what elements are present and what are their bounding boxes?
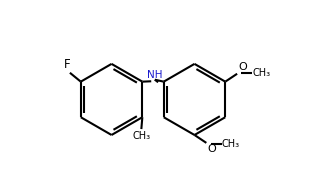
Text: O: O bbox=[207, 144, 216, 154]
Text: CH₃: CH₃ bbox=[222, 139, 240, 149]
Text: F: F bbox=[64, 58, 71, 71]
Text: O: O bbox=[238, 62, 247, 72]
Text: CH₃: CH₃ bbox=[253, 68, 271, 78]
Text: CH₃: CH₃ bbox=[132, 131, 150, 141]
Text: NH: NH bbox=[147, 70, 162, 80]
